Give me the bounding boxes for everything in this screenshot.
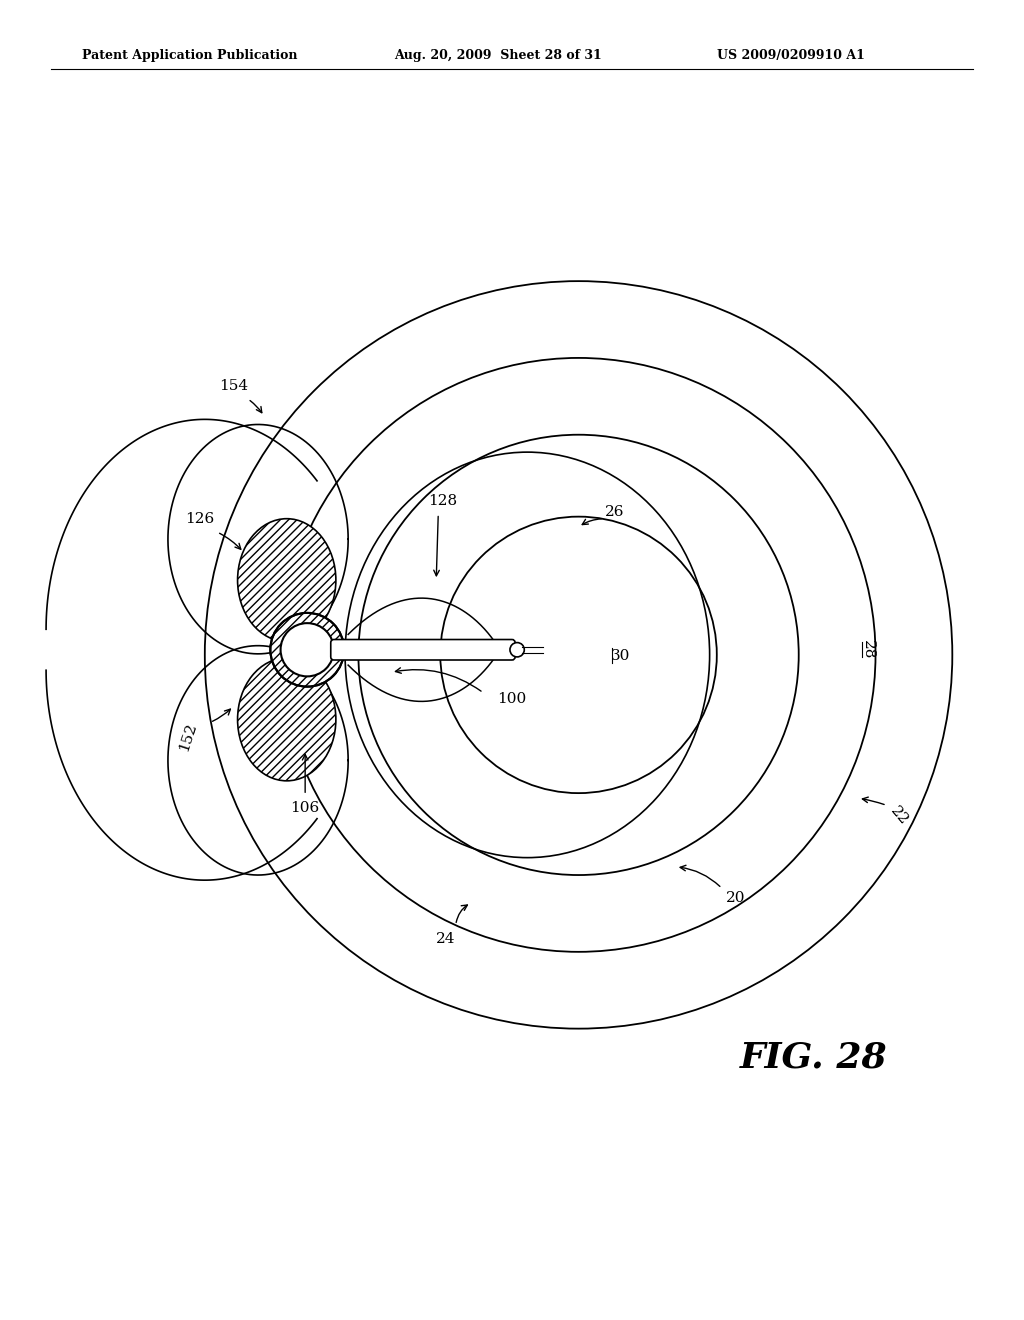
Circle shape <box>270 612 344 686</box>
Text: 126: 126 <box>185 512 214 525</box>
Text: 128: 128 <box>428 494 457 508</box>
Circle shape <box>281 623 334 676</box>
Text: US 2009/0209910 A1: US 2009/0209910 A1 <box>717 49 864 62</box>
Text: 152: 152 <box>176 721 199 752</box>
Text: FIG. 28: FIG. 28 <box>740 1040 888 1074</box>
Text: 100: 100 <box>498 692 526 706</box>
Text: 20: 20 <box>725 891 745 904</box>
Ellipse shape <box>238 657 336 781</box>
Text: Patent Application Publication: Patent Application Publication <box>82 49 297 62</box>
Text: Aug. 20, 2009  Sheet 28 of 31: Aug. 20, 2009 Sheet 28 of 31 <box>394 49 602 62</box>
Text: 30: 30 <box>611 649 630 663</box>
Circle shape <box>510 643 524 657</box>
Text: 26: 26 <box>604 504 625 519</box>
Text: 28: 28 <box>861 640 876 660</box>
FancyBboxPatch shape <box>331 639 515 660</box>
Text: 106: 106 <box>291 801 319 816</box>
Text: 154: 154 <box>219 379 248 392</box>
Text: 24: 24 <box>435 932 456 945</box>
Text: 22: 22 <box>888 804 910 828</box>
Ellipse shape <box>238 519 336 642</box>
